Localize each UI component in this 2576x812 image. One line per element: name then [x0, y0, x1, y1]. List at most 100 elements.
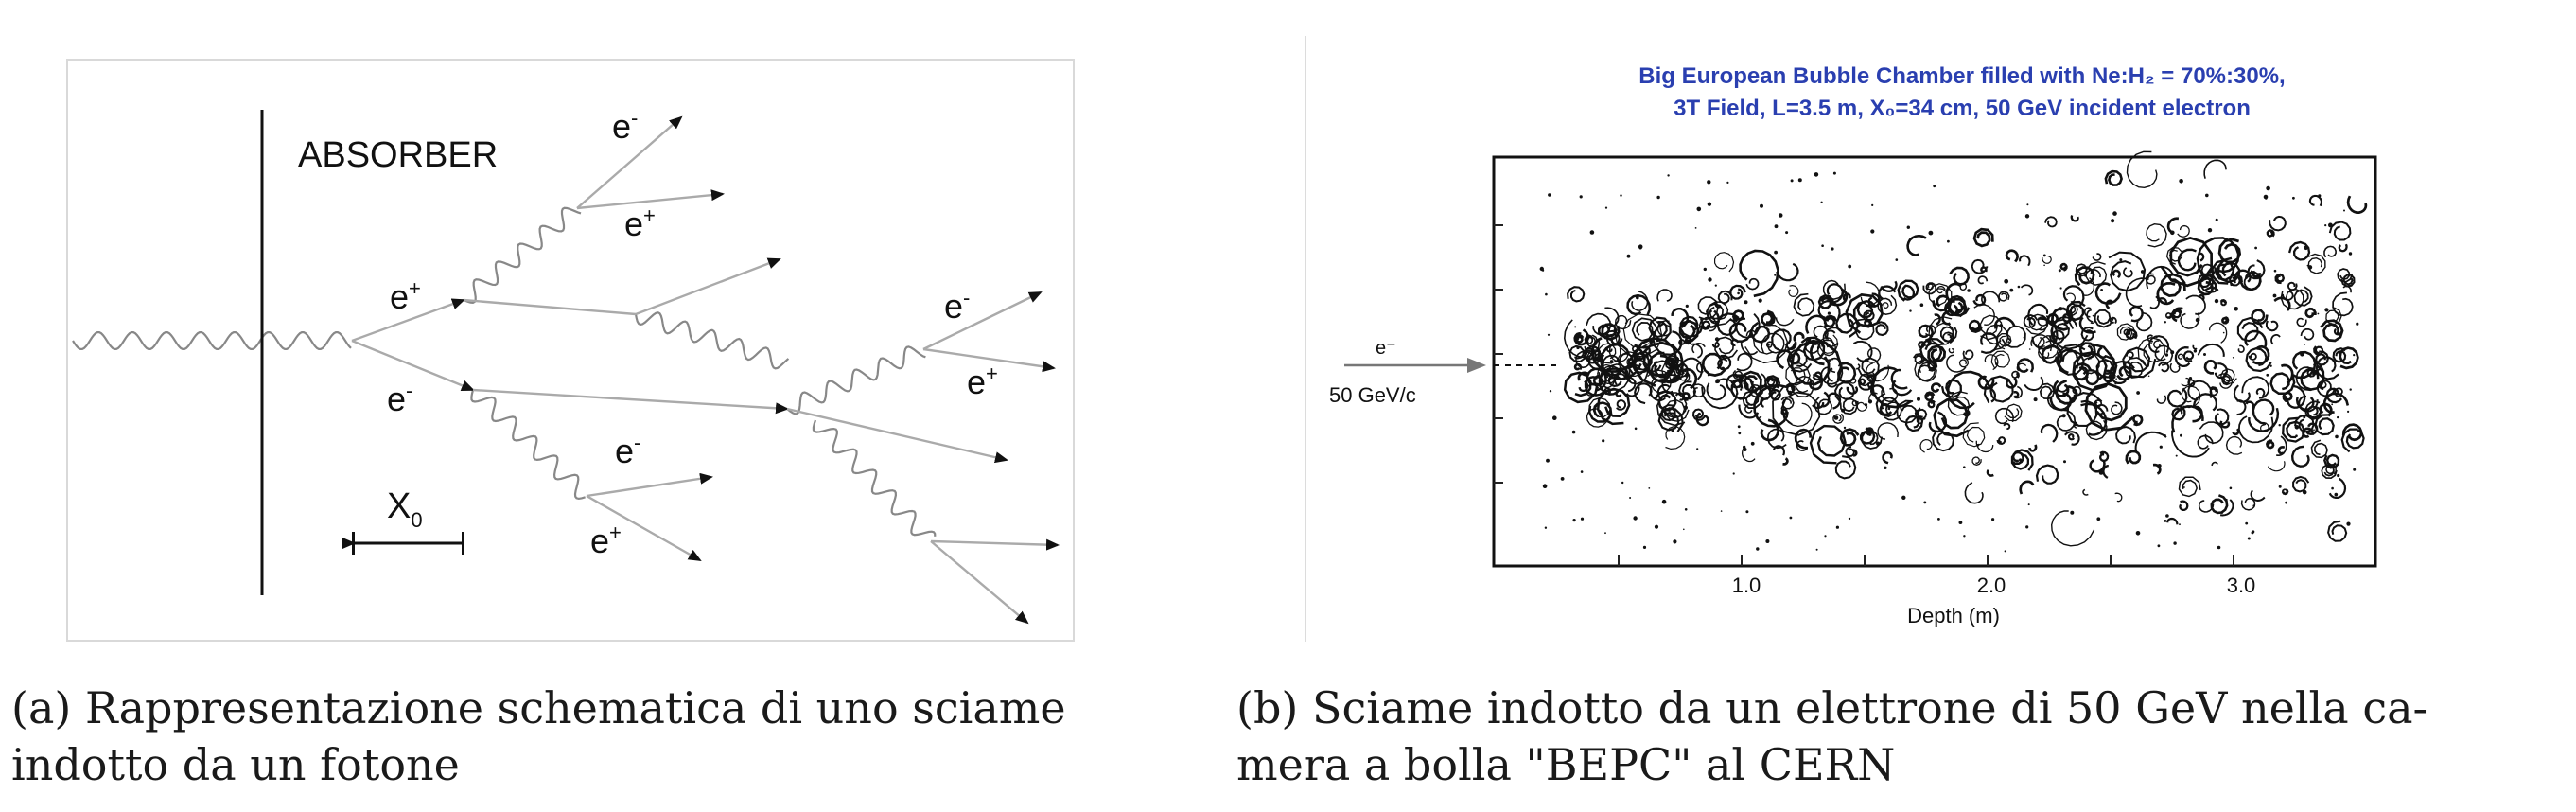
- bubble-track: [2037, 315, 2050, 327]
- bubble-speck: [1707, 373, 1710, 377]
- bubble-track: [2237, 415, 2274, 444]
- bubble-speck: [2347, 410, 2350, 413]
- bubble-speck: [2318, 194, 2322, 198]
- bubble-track: [1597, 343, 1621, 364]
- bubble-track: [2023, 314, 2039, 328]
- bubble-track: [2340, 428, 2365, 453]
- bubble-track: [1642, 345, 1651, 357]
- bubble-track: [2199, 252, 2205, 262]
- bubble-track: [1607, 374, 1622, 388]
- bubble-speck: [2292, 196, 2295, 200]
- track-e-plus-continue: [463, 298, 637, 316]
- bubble-speck: [2019, 458, 2023, 462]
- bubble-speck: [2266, 185, 2270, 191]
- bubble-speck: [1576, 345, 1580, 350]
- bubble-speck: [1787, 390, 1793, 396]
- bubble-speck: [1649, 340, 1654, 344]
- bubble-track: [1619, 352, 1638, 369]
- bubble-speck: [1684, 373, 1690, 378]
- beam-arrow-head: [1467, 358, 1486, 373]
- bubble-speck: [2170, 230, 2175, 236]
- bubble-track: [1575, 350, 1594, 369]
- bubble-speck: [1589, 230, 1595, 235]
- bubble-speck: [1560, 477, 1565, 481]
- bubble-speck: [1790, 179, 1794, 183]
- bubble-speck: [2348, 252, 2353, 256]
- bubble-track: [1805, 314, 1828, 334]
- bubble-track: [2025, 313, 2048, 336]
- bubble-track: [1751, 373, 1767, 390]
- bubble-track: [2233, 384, 2251, 403]
- photon-lower: [470, 389, 586, 501]
- bubble-speck: [2215, 218, 2218, 221]
- bubble-speck: [2155, 335, 2158, 339]
- bubble-track: [2103, 369, 2115, 383]
- bubble-track: [1749, 384, 1764, 397]
- bubble-track: [2250, 489, 2266, 503]
- bubble-track: [1610, 337, 1623, 345]
- bubble-track: [1948, 348, 1954, 354]
- bubble-speck: [1767, 344, 1770, 346]
- bubble-speck: [1937, 518, 1940, 521]
- bubble-track: [2086, 309, 2094, 323]
- bubble-track: [1933, 397, 1970, 438]
- bubble-speck: [2175, 454, 2178, 457]
- bubble-speck: [1667, 174, 1670, 177]
- bubble-track: [1983, 375, 2014, 404]
- bubble-track: [1568, 344, 1588, 362]
- bubble-speck: [1604, 206, 1608, 209]
- bubble-speck: [1827, 311, 1831, 315]
- bubble-speck: [2304, 245, 2308, 251]
- bubble-track: [1761, 332, 1785, 354]
- bubble-track: [2067, 433, 2076, 441]
- bubble-speck: [2217, 545, 2221, 550]
- bubble-track: [1695, 412, 1709, 427]
- bubble-track: [1741, 447, 1756, 463]
- bubble-track: [1684, 336, 1692, 345]
- bubble-track: [2160, 236, 2214, 288]
- bubble-track: [2310, 439, 2328, 459]
- bubble-speck: [2252, 530, 2255, 534]
- bubble-track: [1930, 382, 1942, 393]
- bubble-speck: [1797, 178, 1802, 183]
- bubble-track: [1773, 445, 1785, 456]
- bubble-speck: [1539, 266, 1544, 272]
- bubble-speck: [2247, 537, 2251, 540]
- bubble-track: [1586, 312, 1612, 336]
- bubble-track: [2042, 256, 2052, 264]
- bubble-track: [2003, 422, 2011, 430]
- bubble-track: [1866, 362, 1890, 382]
- panel-b-bubble-chamber: Big European Bubble Chamber filled with …: [1305, 36, 2563, 642]
- bubble-track: [1647, 369, 1673, 394]
- track-up-right: [635, 257, 781, 316]
- bubble-track: [2126, 150, 2158, 189]
- bubble-speck: [2233, 268, 2235, 270]
- bubble-speck: [1906, 225, 1910, 229]
- bubble-speck: [2179, 523, 2181, 526]
- bubble-track: [2304, 400, 2322, 420]
- bubble-track: [1821, 391, 1831, 408]
- bubble-track: [2282, 416, 2306, 443]
- bubble-track: [1977, 375, 1995, 390]
- bubble-track: [1973, 304, 1995, 327]
- bubble-speck: [1732, 472, 1735, 475]
- track-top-e-plus: [576, 189, 725, 210]
- bubble-speck: [1673, 539, 1677, 544]
- bubble-speck: [2335, 434, 2339, 439]
- bubble-speck: [1707, 180, 1711, 185]
- bubble-speck: [2028, 348, 2031, 350]
- bubble-speck: [2042, 254, 2046, 257]
- bubble-track: [1648, 316, 1672, 343]
- bubble-track: [2342, 285, 2352, 293]
- bubble-speck: [2119, 258, 2123, 262]
- bubble-track: [2287, 240, 2311, 261]
- bubble-track: [1832, 413, 1844, 424]
- bubble-speck: [1843, 426, 1847, 430]
- bubble-track: [1985, 324, 2009, 351]
- bubble-speck: [2278, 485, 2282, 488]
- bubble-track: [1839, 428, 1860, 447]
- bubble-speck: [1976, 444, 1980, 447]
- bubble-speck: [2265, 197, 2268, 200]
- photon-far-right: [812, 419, 937, 537]
- bubble-track: [1958, 357, 1969, 368]
